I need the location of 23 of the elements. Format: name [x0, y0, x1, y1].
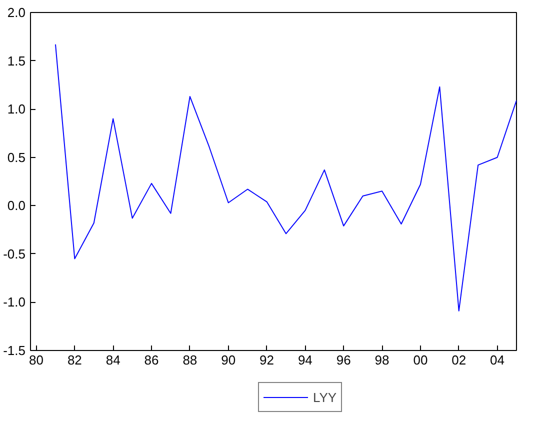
x-tick-label: 86: [144, 352, 159, 368]
y-tick-label: -0.5: [3, 246, 26, 262]
y-tick-label: -1.5: [3, 343, 26, 358]
x-tick-label: 92: [260, 352, 274, 368]
y-tick-label: -1.0: [3, 294, 26, 310]
y-tick-label: 1.5: [7, 53, 26, 68]
x-tick-label: 82: [67, 352, 82, 368]
x-tick-label: 00: [413, 352, 428, 368]
x-tick-label: 96: [336, 352, 351, 368]
x-tick-label: 80: [29, 352, 44, 368]
x-tick-label: 90: [221, 352, 236, 368]
x-tick-label: 04: [490, 352, 505, 368]
y-tick-label: 0.5: [7, 150, 26, 165]
x-tick-label: 02: [452, 352, 466, 368]
y-tick-label: 2.0: [7, 5, 26, 20]
x-tick-label: 88: [182, 352, 198, 368]
y-tick-label: 0.0: [7, 198, 26, 214]
y-tick-label: 1.0: [7, 102, 26, 117]
x-tick-label: 94: [298, 352, 312, 368]
x-tick-label: 84: [106, 352, 120, 368]
x-tick-label: 98: [374, 352, 390, 368]
legend-label: LYY: [313, 390, 337, 404]
line-series: [54, 44, 516, 312]
